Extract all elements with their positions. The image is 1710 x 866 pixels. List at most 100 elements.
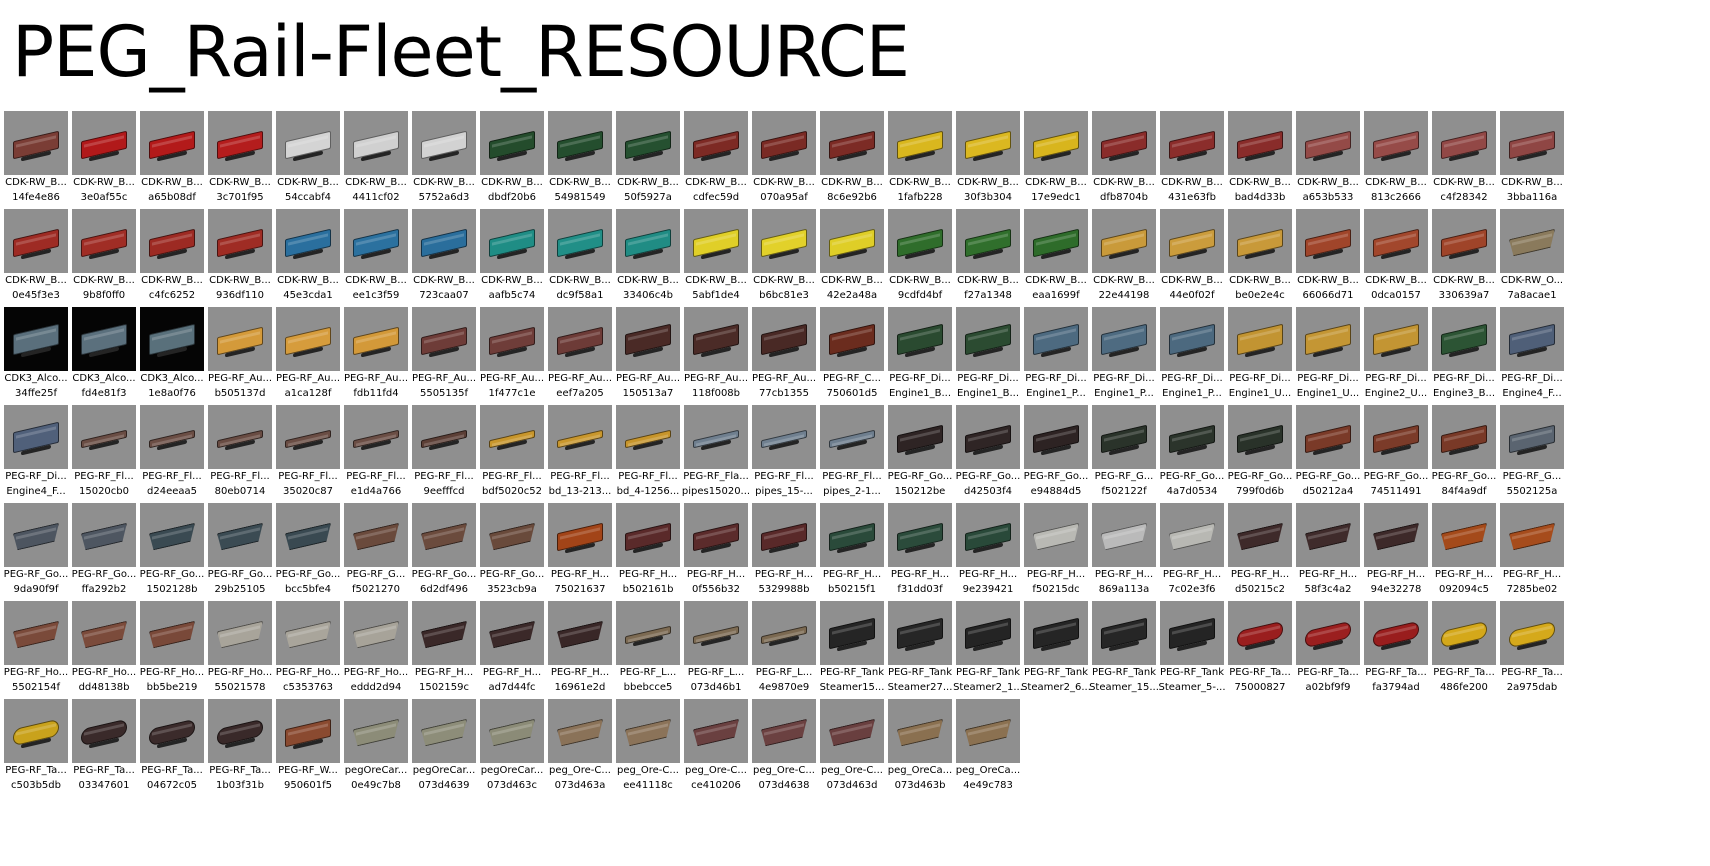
asset-tile[interactable]: PEG-RF_H... 0f556b32	[679, 503, 753, 599]
asset-tile[interactable]: CDK-RW_B... 54981549	[543, 111, 617, 207]
asset-tile[interactable]: CDK-RW_B... 3e0af55c	[67, 111, 141, 207]
asset-tile[interactable]: CDK3_Alco... 1e8a0f76	[135, 307, 209, 403]
asset-tile[interactable]: PEG-RF_Go... bcc5bfe4	[271, 503, 345, 599]
asset-tile[interactable]: PEG-RF_Go... 1502128b	[135, 503, 209, 599]
asset-tile[interactable]: pegOreCar... 073d463c	[475, 699, 549, 795]
asset-tile[interactable]: PEG-RF_C... 750601d5	[815, 307, 889, 403]
asset-tile[interactable]: PEG-RF_Di... Engine4_F...	[0, 405, 73, 501]
asset-tile[interactable]: PEG-RF_Ho... 5502154f	[0, 601, 73, 697]
asset-tile[interactable]: CDK-RW_O... 7a8acae1	[1495, 209, 1569, 305]
asset-tile[interactable]: PEG-RF_Ho... c5353763	[271, 601, 345, 697]
asset-tile[interactable]: CDK-RW_B... aafb5c74	[475, 209, 549, 305]
asset-tile[interactable]: CDK-RW_B... 8c6e92b6	[815, 111, 889, 207]
asset-tile[interactable]: CDK-RW_B... 813c2666	[1359, 111, 1433, 207]
asset-tile[interactable]: PEG-RF_Ta... 486fe200	[1427, 601, 1501, 697]
asset-tile[interactable]: PEG-RF_Ta... 1b03f31b	[203, 699, 277, 795]
asset-tile[interactable]: PEG-RF_H... f31dd03f	[883, 503, 957, 599]
asset-tile[interactable]: PEG-RF_Go... d50212a4	[1291, 405, 1365, 501]
asset-tile[interactable]: PEG-RF_Au... 150513a7	[611, 307, 685, 403]
asset-tile[interactable]: PEG-RF_Au... 5505135f	[407, 307, 481, 403]
asset-tile[interactable]: PEG-RF_Go... 9da90f9f	[0, 503, 73, 599]
asset-tile[interactable]: PEG-RF_Ta... 2a975dab	[1495, 601, 1569, 697]
asset-tile[interactable]: PEG-RF_H... 75021637	[543, 503, 617, 599]
asset-tile[interactable]: peg_OreCa... 4e49c783	[951, 699, 1025, 795]
asset-tile[interactable]: PEG-RF_Go... e94884d5	[1019, 405, 1093, 501]
asset-tile[interactable]: CDK-RW_B... 936df110	[203, 209, 277, 305]
asset-tile[interactable]: CDK-RW_B... 22e44198	[1087, 209, 1161, 305]
asset-tile[interactable]: CDK3_Alco... 34ffe25f	[0, 307, 73, 403]
asset-tile[interactable]: PEG-RF_Ta... 03347601	[67, 699, 141, 795]
asset-tile[interactable]: PEG-RF_Fl... d24eeaa5	[135, 405, 209, 501]
asset-tile[interactable]: peg_Ore-C... ce410206	[679, 699, 753, 795]
asset-tile[interactable]: PEG-RF_Fl... 35020c87	[271, 405, 345, 501]
asset-tile[interactable]: PEG-RF_L... 4e9870e9	[747, 601, 821, 697]
asset-tile[interactable]: CDK-RW_B... c4f28342	[1427, 111, 1501, 207]
asset-tile[interactable]: PEG-RF_Go... 150212be	[883, 405, 957, 501]
asset-tile[interactable]: CDK-RW_B... cdfec59d	[679, 111, 753, 207]
asset-tile[interactable]: PEG-RF_H... 7c02e3f6	[1155, 503, 1229, 599]
asset-tile[interactable]: PEG-RF_Di... Engine2_U...	[1359, 307, 1433, 403]
asset-tile[interactable]: peg_Ore-C... 073d463a	[543, 699, 617, 795]
asset-tile[interactable]: PEG-RF_Ho... 55021578	[203, 601, 277, 697]
asset-tile[interactable]: PEG-RF_L... bbebcce5	[611, 601, 685, 697]
asset-tile[interactable]: PEG-RF_Au... 118f008b	[679, 307, 753, 403]
asset-tile[interactable]: CDK-RW_B... 30f3b304	[951, 111, 1025, 207]
asset-tile[interactable]: CDK-RW_B... 070a95af	[747, 111, 821, 207]
asset-tile[interactable]: CDK-RW_B... 17e9edc1	[1019, 111, 1093, 207]
asset-tile[interactable]: PEG-RF_Di... Engine4_F...	[1495, 307, 1569, 403]
asset-tile[interactable]: CDK-RW_B... 431e63fb	[1155, 111, 1229, 207]
asset-tile[interactable]: PEG-RF_Au... eef7a205	[543, 307, 617, 403]
asset-tile[interactable]: CDK-RW_B... a653b533	[1291, 111, 1365, 207]
asset-tile[interactable]: CDK-RW_B... b6bc81e3	[747, 209, 821, 305]
asset-tile[interactable]: CDK-RW_B... be0e2e4c	[1223, 209, 1297, 305]
asset-tile[interactable]: CDK-RW_B... 3bba116a	[1495, 111, 1569, 207]
asset-tile[interactable]: PEG-RF_Di... Engine1_B...	[883, 307, 957, 403]
asset-tile[interactable]: PEG-RF_H... f50215dc	[1019, 503, 1093, 599]
asset-tile[interactable]: PEG-RF_Go... 29b25105	[203, 503, 277, 599]
asset-tile[interactable]: PEG-RF_Go... ffa292b2	[67, 503, 141, 599]
asset-tile[interactable]: PEG-RF_Di... Engine1_P...	[1087, 307, 1161, 403]
asset-tile[interactable]: PEG-RF_Fl... pipes_2-1...	[815, 405, 889, 501]
asset-tile[interactable]: PEG-RF_Go... 799f0d6b	[1223, 405, 1297, 501]
asset-tile[interactable]: PEG-RF_Au... 77cb1355	[747, 307, 821, 403]
asset-tile[interactable]: PEG-RF_Tank Steamer_5-...	[1155, 601, 1229, 697]
asset-tile[interactable]: CDK-RW_B... 50f5927a	[611, 111, 685, 207]
asset-tile[interactable]: CDK-RW_B... f27a1348	[951, 209, 1025, 305]
asset-tile[interactable]: pegOreCar... 0e49c7b8	[339, 699, 413, 795]
asset-tile[interactable]: CDK-RW_B... 66066d71	[1291, 209, 1365, 305]
asset-tile[interactable]: CDK-RW_B... 723caa07	[407, 209, 481, 305]
asset-tile[interactable]: pegOreCar... 073d4639	[407, 699, 481, 795]
asset-tile[interactable]: peg_Ore-C... 073d4638	[747, 699, 821, 795]
asset-tile[interactable]: PEG-RF_Fl... bd_13-213...	[543, 405, 617, 501]
asset-tile[interactable]: PEG-RF_Tank Steamer2_6...	[1019, 601, 1093, 697]
asset-tile[interactable]: PEG-RF_Go... 74511491	[1359, 405, 1433, 501]
asset-tile[interactable]: PEG-RF_Go... d42503f4	[951, 405, 1025, 501]
asset-tile[interactable]: CDK-RW_B... 0e45f3e3	[0, 209, 73, 305]
asset-tile[interactable]: PEG-RF_H... 94e32278	[1359, 503, 1433, 599]
asset-tile[interactable]: CDK-RW_B... 9cdfd4bf	[883, 209, 957, 305]
asset-tile[interactable]: PEG-RF_Go... 3523cb9a	[475, 503, 549, 599]
asset-tile[interactable]: PEG-RF_Ho... dd48138b	[67, 601, 141, 697]
asset-tile[interactable]: CDK-RW_B... bad4d33b	[1223, 111, 1297, 207]
asset-tile[interactable]: PEG-RF_H... b502161b	[611, 503, 685, 599]
asset-tile[interactable]: PEG-RF_L... 073d46b1	[679, 601, 753, 697]
asset-tile[interactable]: PEG-RF_W... 950601f5	[271, 699, 345, 795]
asset-tile[interactable]: PEG-RF_H... 5329988b	[747, 503, 821, 599]
asset-tile[interactable]: CDK-RW_B... 14fe4e86	[0, 111, 73, 207]
asset-tile[interactable]: PEG-RF_H... 58f3c4a2	[1291, 503, 1365, 599]
asset-tile[interactable]: PEG-RF_Ho... eddd2d94	[339, 601, 413, 697]
asset-tile[interactable]: PEG-RF_Di... Engine1_P...	[1019, 307, 1093, 403]
asset-tile[interactable]: PEG-RF_H... d50215c2	[1223, 503, 1297, 599]
asset-tile[interactable]: PEG-RF_Tank Steamer_15...	[1087, 601, 1161, 697]
asset-tile[interactable]: PEG-RF_Ho... bb5be219	[135, 601, 209, 697]
asset-tile[interactable]: PEG-RF_Ta... fa3794ad	[1359, 601, 1433, 697]
asset-tile[interactable]: CDK-RW_B... 4411cf02	[339, 111, 413, 207]
asset-tile[interactable]: PEG-RF_Au... b505137d	[203, 307, 277, 403]
asset-tile[interactable]: PEG-RF_Au... a1ca128f	[271, 307, 345, 403]
asset-tile[interactable]: PEG-RF_H... 1502159c	[407, 601, 481, 697]
asset-tile[interactable]: CDK-RW_B... c4fc6252	[135, 209, 209, 305]
asset-tile[interactable]: PEG-RF_H... 092094c5	[1427, 503, 1501, 599]
asset-tile[interactable]: CDK-RW_B... dfb8704b	[1087, 111, 1161, 207]
asset-tile[interactable]: PEG-RF_Di... Engine1_U...	[1291, 307, 1365, 403]
asset-tile[interactable]: PEG-RF_G... f5021270	[339, 503, 413, 599]
